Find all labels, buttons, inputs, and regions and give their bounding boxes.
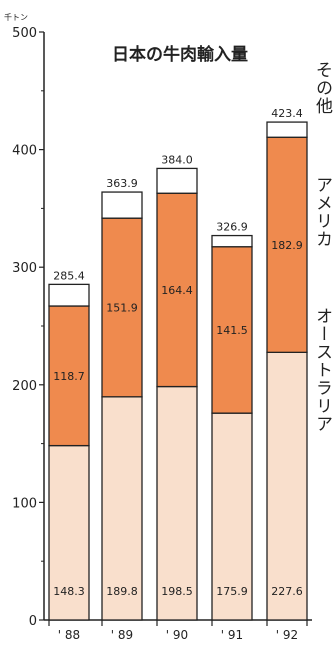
bar-89-series-2 bbox=[101, 191, 143, 219]
bar-91-series-0 bbox=[211, 412, 253, 621]
total-label: 363.9 bbox=[106, 177, 138, 190]
bar-91-series-2 bbox=[211, 234, 253, 248]
value-label-usa: 141.5 bbox=[216, 324, 248, 337]
value-label-australia: 198.5 bbox=[161, 585, 193, 598]
y-tick-label-300: 300 bbox=[12, 261, 37, 276]
legend-entry-series-1: アメリカ bbox=[312, 176, 332, 248]
bar-88-series-2 bbox=[48, 283, 90, 307]
x-tick-label: ' 92 bbox=[276, 628, 298, 642]
bar-89-series-1 bbox=[101, 217, 143, 398]
value-label-australia: 148.3 bbox=[53, 585, 85, 598]
bar-92-series-0 bbox=[266, 351, 308, 621]
chart-title: 日本の牛肉輸入量 bbox=[112, 44, 248, 65]
unit-label: 千トン bbox=[4, 12, 28, 22]
legend-entry-series-0: オーストラリア bbox=[312, 307, 332, 433]
value-label-usa: 118.7 bbox=[53, 370, 85, 383]
total-label: 326.9 bbox=[216, 221, 248, 234]
bar-92-series-2 bbox=[266, 121, 308, 138]
x-tick-label: ' 90 bbox=[166, 628, 188, 642]
bar-90-series-1 bbox=[156, 192, 198, 388]
value-label-australia: 175.9 bbox=[216, 585, 248, 598]
bar-91-series-1 bbox=[211, 246, 253, 414]
bar-88-series-0 bbox=[48, 444, 90, 621]
y-tick-label-400: 400 bbox=[12, 144, 37, 159]
y-axis: 0 100 200 300 400 500 bbox=[12, 26, 312, 629]
y-tick-label-0: 0 bbox=[29, 614, 37, 629]
total-label: 384.0 bbox=[161, 153, 193, 166]
value-label-australia: 227.6 bbox=[271, 585, 303, 598]
x-tick-label: ' 88 bbox=[58, 628, 80, 642]
total-label: 423.4 bbox=[271, 107, 303, 120]
value-label-usa: 182.9 bbox=[271, 239, 303, 252]
legend-entry-series-2: その他 bbox=[312, 61, 333, 115]
bar-88-series-1 bbox=[48, 305, 90, 447]
y-tick-label-500: 500 bbox=[12, 26, 37, 41]
bars: 148.3 118.7 285.4 ' 88 189.8 151.9 363.9 ' 89 19… bbox=[48, 107, 308, 642]
x-tick-label: ' 91 bbox=[221, 628, 243, 642]
y-tick-label-200: 200 bbox=[12, 379, 37, 394]
value-label-usa: 151.9 bbox=[106, 301, 138, 314]
y-tick-label-100: 100 bbox=[12, 496, 37, 511]
total-label: 285.4 bbox=[53, 269, 85, 282]
bar-89-series-0 bbox=[101, 396, 143, 621]
x-tick-label: ' 89 bbox=[111, 628, 133, 642]
value-label-usa: 164.4 bbox=[161, 284, 193, 297]
bar-90-series-2 bbox=[156, 167, 198, 194]
value-label-australia: 189.8 bbox=[106, 585, 138, 598]
